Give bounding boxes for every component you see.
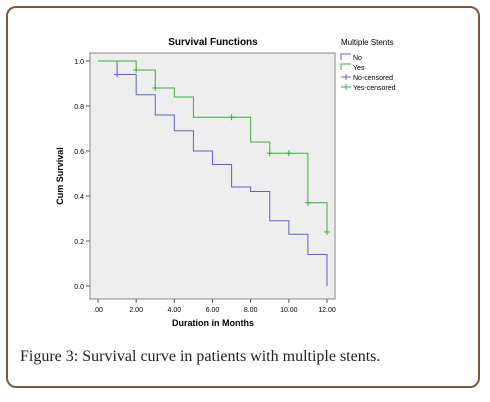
y-tick-label: 0.6 bbox=[74, 149, 84, 156]
chart-title: Survival Functions bbox=[168, 37, 258, 48]
censor-mark-yes bbox=[304, 199, 311, 206]
x-axis: .00 2.00 4.00 6.00 8.00 10.00 12.00 bbox=[93, 299, 336, 314]
survival-chart: Survival Functions Duration in Months Cu… bbox=[55, 37, 396, 328]
x-tick-label: 4.00 bbox=[168, 307, 182, 314]
x-tick-label: .00 bbox=[93, 307, 103, 314]
censor-mark-yes bbox=[285, 150, 292, 157]
legend-swatch bbox=[340, 63, 351, 70]
legend-swatch bbox=[341, 84, 351, 90]
series-line-no bbox=[98, 60, 328, 286]
x-tick-label: 10.00 bbox=[280, 307, 298, 314]
legend-swatch bbox=[340, 53, 351, 60]
legend-label: Yes bbox=[353, 65, 365, 72]
y-tick-label: 0.8 bbox=[74, 104, 84, 111]
x-tick-label: 12.00 bbox=[318, 307, 336, 314]
series-line-yes bbox=[98, 60, 328, 232]
y-tick-label: 0.4 bbox=[74, 194, 84, 201]
figure-caption: Figure 3: Survival curve in patients wit… bbox=[20, 348, 470, 366]
y-axis-label: Cum Survival bbox=[55, 147, 65, 205]
x-axis-label: Duration in Months bbox=[172, 318, 254, 328]
legend-label: No-censored bbox=[353, 75, 393, 82]
series-layer bbox=[98, 60, 330, 286]
y-axis: 0.0 0.2 0.4 0.6 0.8 1.0 bbox=[74, 59, 90, 291]
x-tick-label: 2.00 bbox=[129, 307, 143, 314]
legend: Multiple Stents No Yes No-censored Yes-cens… bbox=[340, 38, 396, 92]
censor-mark-yes bbox=[324, 229, 330, 235]
y-tick-label: 0.2 bbox=[74, 239, 84, 246]
censor-mark-yes bbox=[228, 114, 235, 121]
caption-text: Survival curve in patients with multiple… bbox=[78, 348, 381, 365]
legend-label: No bbox=[353, 55, 362, 62]
legend-label: Yes-censored bbox=[353, 85, 396, 92]
censor-mark-no bbox=[114, 71, 121, 78]
x-tick-label: 6.00 bbox=[206, 307, 220, 314]
legend-title: Multiple Stents bbox=[341, 38, 393, 47]
plot-background bbox=[89, 52, 336, 300]
censor-mark-yes bbox=[266, 150, 273, 157]
y-tick-label: 1.0 bbox=[74, 59, 84, 66]
x-tick-label: 8.00 bbox=[244, 307, 258, 314]
censor-mark-yes bbox=[133, 67, 140, 73]
legend-swatch bbox=[341, 74, 351, 80]
censor-mark-yes bbox=[152, 85, 159, 91]
y-tick-label: 0.0 bbox=[74, 284, 84, 291]
caption-label: Figure 3: bbox=[20, 348, 79, 365]
